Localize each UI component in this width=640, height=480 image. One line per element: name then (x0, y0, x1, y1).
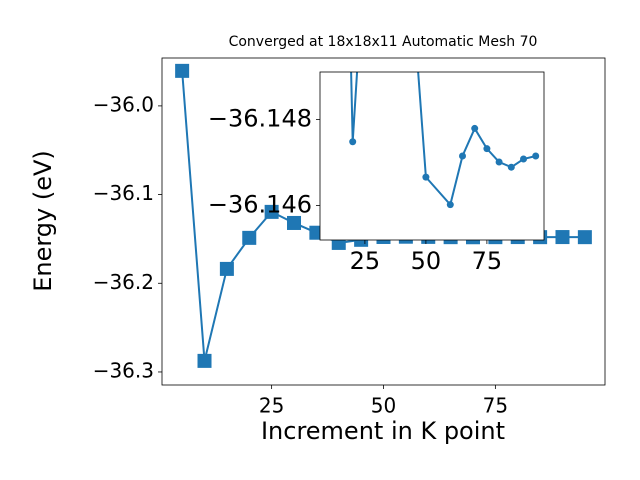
data-point (197, 353, 212, 368)
y-tick-label: −36.3 (93, 358, 154, 382)
chart-title: Converged at 18x18x11 Automatic Mesh 70 (229, 34, 538, 50)
data-line (350, 72, 536, 207)
axes-frame (319, 71, 545, 241)
x-tick-label: 75 (472, 247, 503, 275)
x-tick-label: 50 (371, 394, 396, 418)
data-point (264, 204, 279, 219)
y-tick-label: −36.0 (93, 92, 154, 116)
x-tick-label: 25 (259, 394, 284, 418)
y-axis-label: Energy (eV) (29, 150, 57, 292)
y-tick-label: −36.2 (93, 270, 154, 294)
data-point (242, 230, 257, 245)
data-point (520, 155, 528, 163)
x-tick-label: 25 (350, 247, 381, 275)
x-tick-label: 50 (411, 247, 442, 275)
data-point (555, 230, 570, 245)
y-tick-label: −36.146 (208, 191, 312, 219)
data-point (287, 215, 302, 230)
data-point (175, 63, 190, 78)
data-point (446, 201, 454, 209)
data-point (459, 152, 467, 160)
data-point (349, 138, 357, 146)
data-point (471, 124, 479, 132)
y-tick-label: −36.148 (208, 104, 312, 132)
y-tick-label: −36.1 (93, 181, 154, 205)
data-point (422, 173, 430, 181)
plot-area (349, 8, 540, 209)
axes-frame (161, 57, 606, 386)
data-point (219, 261, 234, 276)
inset-background (320, 72, 544, 240)
data-point (410, 8, 417, 15)
data-point (507, 163, 515, 171)
data-point (577, 230, 592, 245)
data-point (483, 145, 491, 153)
x-axis-label: Increment in K point (261, 417, 505, 445)
x-tick-label: 75 (483, 394, 508, 418)
data-point (495, 158, 503, 166)
data-point (532, 152, 540, 160)
